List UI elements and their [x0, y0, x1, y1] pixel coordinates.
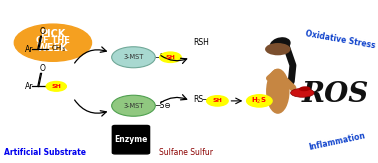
Text: Sulfane Sulfur: Sulfane Sulfur [158, 148, 212, 157]
Text: ROS: ROS [301, 81, 369, 108]
Text: ─S─: ─S─ [155, 53, 169, 62]
Text: SH: SH [212, 98, 222, 103]
Text: SH: SH [166, 55, 175, 60]
Text: RS─: RS─ [194, 95, 208, 104]
Text: O: O [39, 64, 45, 73]
Ellipse shape [291, 88, 314, 97]
Text: OF THE: OF THE [36, 36, 70, 45]
Text: WEEK: WEEK [37, 43, 69, 53]
Ellipse shape [299, 86, 310, 91]
Text: SH: SH [51, 84, 61, 89]
Circle shape [246, 95, 272, 107]
Circle shape [207, 96, 228, 106]
Text: Ar: Ar [25, 82, 33, 91]
Circle shape [265, 43, 291, 55]
Text: 3-MST: 3-MST [123, 54, 144, 60]
Circle shape [160, 52, 181, 62]
Ellipse shape [112, 47, 155, 68]
Text: RSH: RSH [194, 38, 209, 47]
Text: O: O [39, 27, 45, 36]
Text: Ar: Ar [25, 45, 33, 54]
Ellipse shape [112, 95, 155, 116]
Text: Inflammation: Inflammation [307, 131, 366, 152]
Ellipse shape [266, 69, 290, 114]
Text: PICK: PICK [40, 29, 66, 39]
Text: Artificial Substrate: Artificial Substrate [4, 148, 86, 157]
Circle shape [14, 24, 91, 61]
Text: 3-MST: 3-MST [123, 103, 144, 109]
Text: Enzyme: Enzyme [114, 135, 148, 144]
Circle shape [46, 82, 67, 91]
Ellipse shape [270, 37, 291, 52]
FancyBboxPatch shape [112, 126, 150, 154]
Text: ─S⊖: ─S⊖ [155, 101, 171, 110]
Text: CH$_3$: CH$_3$ [51, 44, 65, 54]
Text: H$_2$S: H$_2$S [251, 96, 267, 106]
Text: Oxidative Stress: Oxidative Stress [304, 29, 376, 50]
